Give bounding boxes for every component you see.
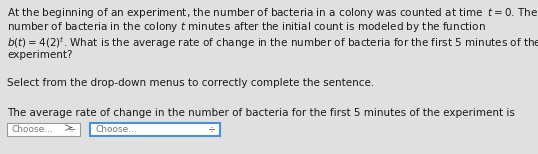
Text: experiment?: experiment? [7,49,73,59]
Text: At the beginning of an experiment, the number of bacteria in a colony was counte: At the beginning of an experiment, the n… [7,6,538,20]
Text: Choose...: Choose... [12,125,54,134]
Text: number of bacteria in the colony $t$ minutes after the initial count is modeled : number of bacteria in the colony $t$ min… [7,20,486,34]
Text: ÷: ÷ [68,124,76,134]
Text: The average rate of change in the number of bacteria for the first 5 minutes of : The average rate of change in the number… [7,107,515,118]
FancyBboxPatch shape [90,123,220,136]
Text: Choose...: Choose... [95,125,137,134]
Text: ÷: ÷ [208,124,216,134]
FancyBboxPatch shape [7,123,80,136]
Text: $b(t)=4(2)^{t}$. What is the average rate of change in the number of bacteria fo: $b(t)=4(2)^{t}$. What is the average rat… [7,35,538,51]
Text: Select from the drop-down menus to correctly complete the sentence.: Select from the drop-down menus to corre… [7,79,374,89]
